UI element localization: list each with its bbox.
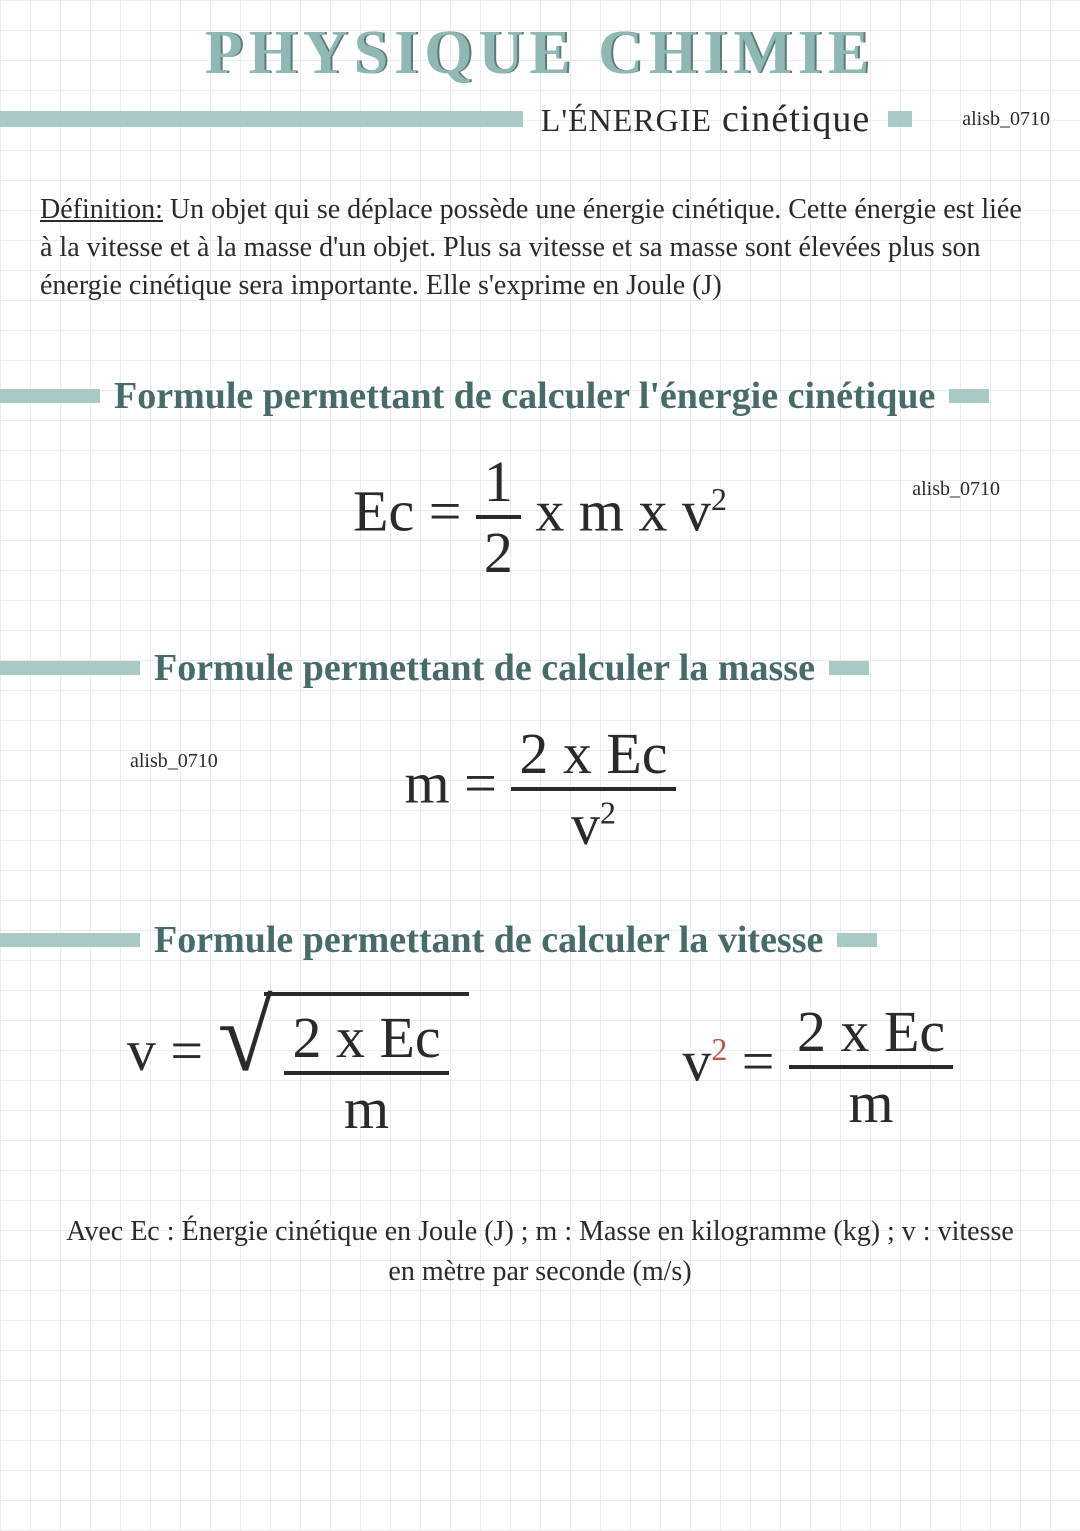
divider-bar	[949, 389, 989, 403]
numerator: 2 x Ec	[284, 1004, 448, 1075]
divider-bar	[829, 661, 869, 675]
watermark: alisb_0710	[130, 750, 218, 773]
subtitle-caps: L'ÉNERGIE	[541, 102, 712, 139]
page-title: PHYSIQUE CHIMIE	[0, 0, 1080, 89]
section-header: Formule permettant de calculer l'énergie…	[0, 374, 1080, 418]
formula-rest: x m x v	[535, 479, 711, 544]
denominator: m	[789, 1069, 953, 1136]
formula-v-squared: v2 = 2 x Ec m	[682, 998, 953, 1136]
fraction: 2 x Ec v2	[511, 720, 675, 858]
divider-bar	[888, 111, 912, 127]
divider-bar	[0, 389, 100, 403]
exponent: 2	[711, 482, 727, 517]
formula-ec: Ec = 1 2 x m x v2 alisb_0710	[0, 418, 1080, 596]
formula-velocity-row: v = √ 2 x Ec m v2 = 2 x Ec m	[0, 962, 1080, 1172]
denominator-base: v	[571, 792, 600, 857]
denominator: 2	[476, 519, 521, 586]
watermark: alisb_0710	[912, 108, 1080, 131]
subtitle: L'ÉNERGIE cinétique	[523, 97, 888, 141]
section-title: Formule permettant de calculer la masse	[140, 646, 829, 690]
square-root: √ 2 x Ec m	[218, 992, 469, 1142]
fraction: 1 2	[476, 448, 521, 586]
definition-text: Un objet qui se déplace possède une éner…	[40, 194, 1022, 301]
subtitle-row: L'ÉNERGIE cinétique alisb_0710	[0, 97, 1080, 141]
formula-lhs: v	[127, 1018, 156, 1083]
divider-bar	[0, 933, 140, 947]
legend-text: Avec Ec : Énergie cinétique en Joule (J)…	[0, 1172, 1080, 1330]
fraction: 2 x Ec m	[789, 998, 953, 1136]
numerator: 2 x Ec	[511, 720, 675, 791]
watermark: alisb_0710	[912, 478, 1000, 501]
formula-v-sqrt: v = √ 2 x Ec m	[127, 992, 469, 1142]
divider-bar	[0, 661, 140, 675]
section-header: Formule permettant de calculer la vitess…	[0, 918, 1080, 962]
formula-lhs-base: v	[682, 1029, 711, 1094]
denominator: m	[284, 1075, 448, 1142]
section-title: Formule permettant de calculer la vitess…	[140, 918, 837, 962]
fraction: 2 x Ec m	[284, 1004, 448, 1142]
denominator: v2	[511, 791, 675, 858]
formula-lhs: Ec	[353, 479, 414, 544]
formula-lhs: m	[404, 751, 449, 816]
section-header: Formule permettant de calculer la masse	[0, 646, 1080, 690]
subtitle-script: cinétique	[722, 97, 870, 141]
numerator: 1	[476, 448, 521, 519]
exponent: 2	[711, 1032, 727, 1067]
formula-mass: alisb_0710 m = 2 x Ec v2	[0, 690, 1080, 868]
divider-bar	[837, 933, 877, 947]
numerator: 2 x Ec	[789, 998, 953, 1069]
divider-bar	[0, 111, 523, 127]
section-title: Formule permettant de calculer l'énergie…	[100, 374, 949, 418]
exponent: 2	[600, 796, 616, 831]
definition-paragraph: Définition: Un objet qui se déplace poss…	[0, 141, 1080, 324]
definition-label: Définition:	[40, 194, 163, 225]
